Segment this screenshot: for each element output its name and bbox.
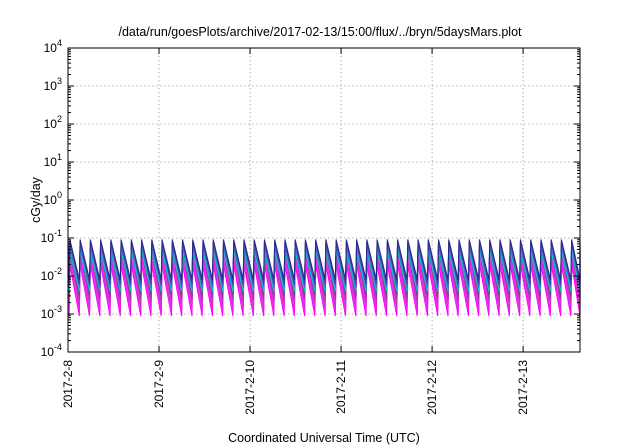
x-tick-label: 2017-2-9 <box>152 360 166 408</box>
x-tick-label: 2017-2-10 <box>243 360 257 415</box>
x-tick-label: 2017-2-13 <box>516 360 530 415</box>
chart-title: /data/run/goesPlots/archive/2017-02-13/1… <box>118 25 522 39</box>
axis-ticks <box>67 47 580 353</box>
y-tick-label: 103 <box>44 76 62 93</box>
y-tick-label: 10-3 <box>41 304 62 321</box>
x-tick-label: 2017-2-8 <box>61 360 75 408</box>
y-tick-label: 102 <box>44 114 62 131</box>
y-tick-label: 101 <box>44 152 62 169</box>
x-tick-label: 2017-2-12 <box>425 360 439 415</box>
x-axis-tick-labels: 2017-2-8 2017-2-9 2017-2-10 2017-2-11 2017-2… <box>61 360 530 415</box>
x-axis-label: Coordinated Universal Time (UTC) <box>228 431 420 445</box>
series-group <box>67 239 581 317</box>
y-tick-label: 10-1 <box>41 228 62 245</box>
x-tick-label: 2017-2-11 <box>334 360 348 414</box>
y-tick-label: 104 <box>44 38 62 55</box>
series-line <box>67 239 581 281</box>
y-axis-tick-labels: 10-4 10-3 10-2 10-1 100 101 102 103 104 <box>41 38 62 359</box>
y-tick-label: 10-4 <box>41 342 62 359</box>
y-tick-label: 10-2 <box>41 266 62 283</box>
y-tick-label: 100 <box>44 190 62 207</box>
y-axis-label: cGy/day <box>29 176 43 223</box>
